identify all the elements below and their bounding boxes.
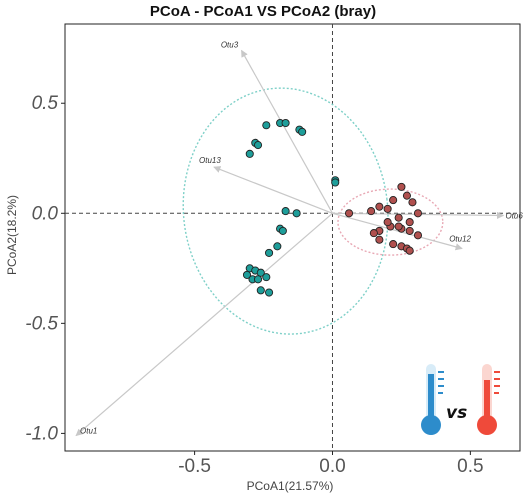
data-point-series-1 <box>281 207 290 216</box>
data-point-series-1 <box>273 242 282 251</box>
data-point-series-2 <box>405 246 414 255</box>
y-tick-label: -1.0 <box>25 423 58 444</box>
arrow-label-otu12: Otu12 <box>449 235 471 244</box>
data-point-series-1 <box>245 149 254 158</box>
data-point-series-2 <box>413 231 423 240</box>
data-point-series-1 <box>262 121 271 130</box>
arrow-otu1 <box>75 212 333 437</box>
data-point-series-1 <box>253 275 263 284</box>
data-point-series-1 <box>253 141 263 150</box>
data-point-series-2 <box>383 218 392 227</box>
data-point-series-1 <box>298 127 307 136</box>
data-point-series-1 <box>256 268 265 277</box>
data-point-series-1 <box>331 178 340 187</box>
data-point-series-2 <box>389 240 398 249</box>
data-point-series-2 <box>375 202 384 211</box>
data-point-series-2 <box>408 198 417 207</box>
x-tick-label: 0.0 <box>319 456 345 477</box>
arrow-label-otu3: Otu3 <box>221 40 239 49</box>
plot-border <box>64 23 521 452</box>
y-tick-label: 0.5 <box>32 93 59 114</box>
arrow-label-otu6: Otu6 <box>505 211 523 220</box>
data-point-series-2 <box>405 218 414 227</box>
data-point-series-2 <box>369 229 378 238</box>
data-point-series-2 <box>394 222 403 231</box>
data-point-series-2 <box>367 207 376 216</box>
data-point-series-2 <box>375 235 384 244</box>
group-ellipse-2 <box>337 188 444 256</box>
arrow-label-otu13: Otu13 <box>199 156 221 165</box>
data-point-series-1 <box>292 209 301 218</box>
data-point-series-1 <box>278 226 287 235</box>
arrow-otu13 <box>213 166 333 214</box>
x-axis-label: PCoA1(21.57%) <box>246 479 334 493</box>
legend-vs-text: vs <box>446 403 468 423</box>
cold-thermometer-icon <box>421 364 444 435</box>
arrow-label-otu1: Otu1 <box>80 427 97 436</box>
data-point-series-2 <box>405 226 414 235</box>
data-point-series-1 <box>262 273 271 282</box>
chart-title: PCoA - PCoA1 VS PCoA2 (bray) <box>149 3 377 20</box>
data-point-series-2 <box>394 213 403 222</box>
data-point-series-2 <box>413 209 423 218</box>
data-point-series-1 <box>256 286 265 295</box>
y-axis-label: PCoA2(18.2%) <box>5 194 19 276</box>
data-point-series-2 <box>344 209 354 218</box>
data-point-series-2 <box>402 191 411 200</box>
data-point-series-2 <box>389 196 398 205</box>
x-tick-label: 0.5 <box>457 456 483 477</box>
x-tick-label: -0.5 <box>178 456 211 477</box>
y-tick-label: -0.5 <box>25 313 58 334</box>
data-point-series-2 <box>383 204 392 213</box>
y-tick-label: 0.0 <box>32 203 59 224</box>
hot-thermometer-icon <box>477 364 500 435</box>
data-point-series-1 <box>242 270 252 279</box>
data-point-series-2 <box>397 182 406 191</box>
data-point-series-1 <box>265 288 274 297</box>
data-point-series-1 <box>265 248 274 257</box>
arrow-otu3 <box>240 49 334 214</box>
arrow-otu12 <box>332 212 463 251</box>
group-ellipse-1 <box>182 87 389 335</box>
data-point-series-1 <box>281 118 290 128</box>
